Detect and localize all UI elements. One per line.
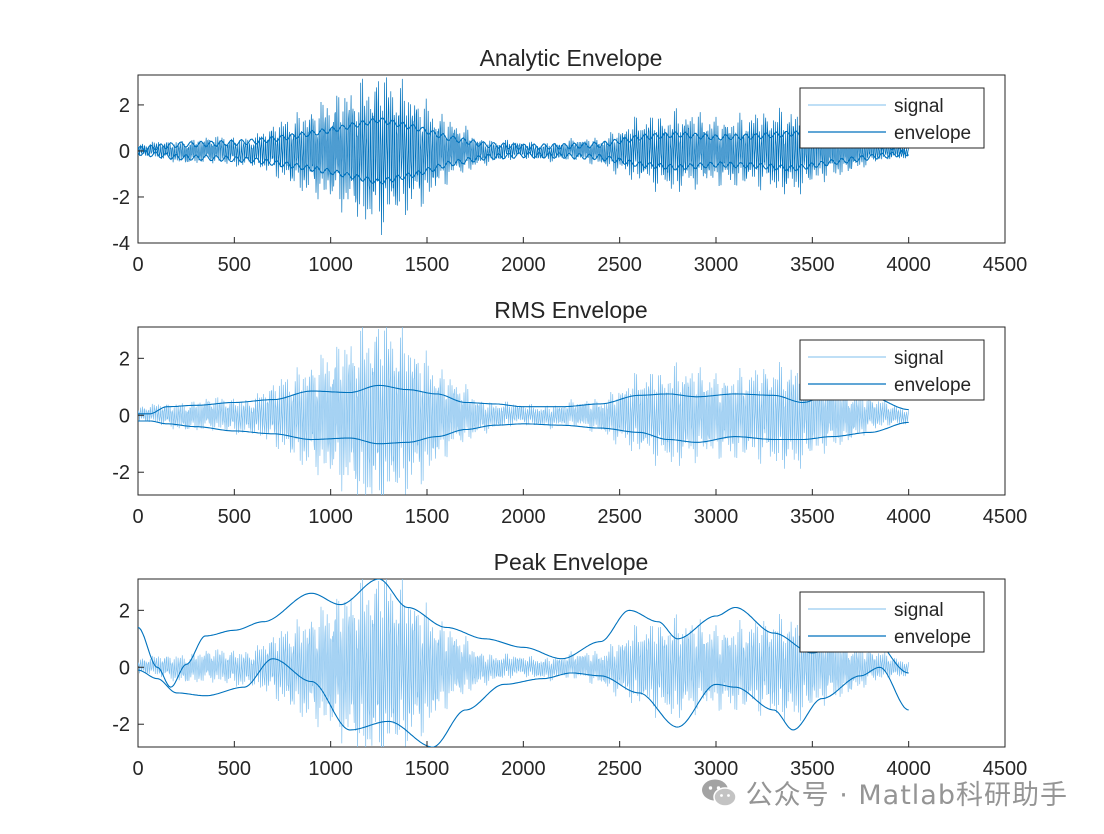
envelope-upper-line	[138, 384, 909, 415]
x-tick-label: 4500	[983, 758, 1028, 780]
x-tick-label: 500	[218, 254, 251, 276]
x-tick-label: 3000	[694, 758, 739, 780]
y-tick-label: 0	[119, 141, 130, 163]
x-tick-label: 2500	[597, 506, 642, 528]
x-tick-label: 2500	[597, 254, 642, 276]
legend-box	[799, 339, 985, 401]
envelope-lower-line	[138, 658, 909, 747]
subplot-rms-envelope: RMS Envelope 0 500 1000 1500 2000 2500 3000 350…	[112, 297, 1027, 528]
x-tick-label: 1500	[405, 254, 450, 276]
x-tick-label: 4000	[886, 254, 931, 276]
y-tick-label: -2	[112, 462, 130, 484]
x-tick-label: 0	[132, 758, 143, 780]
x-tick-label: 1500	[405, 506, 450, 528]
envelope-lower-line	[138, 420, 909, 445]
axis-ticks: 0 500 1000 1500 2000 2500 3000 3500 4000 4500-202	[112, 348, 1027, 528]
envelope-lower-line	[138, 150, 910, 185]
legend-box	[799, 87, 985, 149]
envelope-line-group	[138, 384, 909, 445]
x-tick-label: 0	[132, 506, 143, 528]
y-tick-label: -2	[112, 187, 130, 209]
envelope-upper-line	[138, 579, 909, 688]
signal-line-group	[138, 579, 910, 747]
x-tick-label: 0	[132, 254, 143, 276]
x-tick-label: 1500	[405, 758, 450, 780]
signal-series-line	[138, 579, 910, 747]
subplot-peak-envelope: Peak Envelope 0 500 1000 1500 2000 2500 3000 35…	[112, 549, 1027, 780]
wechat-icon	[701, 779, 737, 807]
x-tick-label: 3500	[790, 758, 835, 780]
y-tick-label: 2	[119, 348, 130, 370]
watermark: 公众号 · Matlab科研助手	[700, 773, 1068, 812]
x-tick-label: 1000	[308, 254, 353, 276]
x-tick-label: 4500	[983, 254, 1028, 276]
subplot-analytic-envelope: Analytic Envelope 0 500 1000 1500 2000 2500 30…	[112, 45, 1027, 276]
legend-signal-label: signal	[894, 348, 944, 369]
x-tick-label: 2000	[501, 254, 546, 276]
x-tick-label: 3500	[790, 506, 835, 528]
y-tick-label: 0	[119, 405, 130, 427]
envelope-upper-line	[138, 117, 910, 152]
x-tick-label: 1000	[308, 506, 353, 528]
y-tick-label: 0	[119, 657, 130, 679]
chart-title: RMS Envelope	[494, 297, 647, 323]
axis-ticks: 0 500 1000 1500 2000 2500 3000 3500 4000 4500 -4 -2…	[112, 95, 1027, 276]
x-tick-label: 4500	[983, 506, 1028, 528]
y-tick-label: 2	[119, 95, 130, 117]
x-tick-label: 2000	[501, 758, 546, 780]
axis-ticks: 0 500 1000 1500 2000 2500 3000 3500 4000 4500-202	[112, 600, 1027, 780]
watermark-text: 公众号 · Matlab科研助手	[745, 780, 1068, 811]
legend-box	[799, 591, 985, 653]
x-tick-label: 2000	[501, 506, 546, 528]
legend-envelope-label: envelope	[894, 627, 971, 648]
x-tick-label: 500	[218, 758, 251, 780]
chart-title: Peak Envelope	[494, 549, 649, 575]
y-tick-label: 2	[119, 600, 130, 622]
legend-envelope-label: envelope	[894, 123, 971, 144]
x-tick-label: 500	[218, 506, 251, 528]
legend-signal-label: signal	[894, 600, 944, 621]
x-tick-label: 4000	[886, 506, 931, 528]
y-tick-label: -2	[112, 714, 130, 736]
legend-signal-label: signal	[894, 96, 944, 117]
envelope-line-group	[138, 579, 909, 747]
x-tick-label: 2500	[597, 758, 642, 780]
legend-envelope-label: envelope	[894, 375, 971, 396]
legend: signal envelope	[799, 591, 985, 653]
x-tick-label: 3000	[694, 254, 739, 276]
x-tick-label: 1000	[308, 758, 353, 780]
envelope-line-group	[138, 117, 910, 185]
x-tick-label: 3500	[790, 254, 835, 276]
chart-title: Analytic Envelope	[480, 45, 663, 71]
legend: signal envelope	[799, 87, 985, 149]
x-tick-label: 4000	[886, 758, 931, 780]
legend: signal envelope	[799, 339, 985, 401]
x-tick-label: 3000	[694, 506, 739, 528]
y-tick-label: -4	[112, 233, 130, 255]
